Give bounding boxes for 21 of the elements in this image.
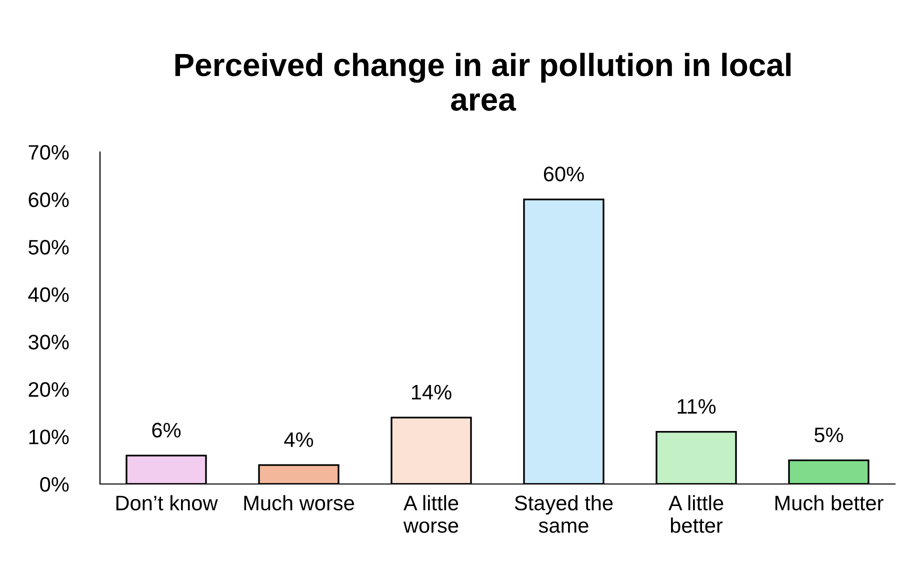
y-tick-label: 50% [28, 240, 69, 255]
data-label: 5% [814, 428, 844, 442]
x-tick-label: Much better [775, 495, 884, 510]
chart-title: Perceived change in air pollution in local area [175, 52, 791, 111]
data-label: 11% [678, 399, 716, 414]
x-tick-label: Stayed the same [514, 495, 613, 533]
x-tick-label: A little worse [403, 495, 458, 533]
y-tick-label: 60% [28, 192, 69, 208]
y-tick-label: 40% [28, 287, 69, 302]
data-label: 6% [152, 422, 181, 438]
x-tick-label: Don’t know [116, 495, 218, 510]
y-tick-label: 0% [40, 477, 69, 492]
y-tick-label: 10% [29, 430, 69, 444]
data-label: 60% [544, 166, 584, 182]
y-tick-label: 20% [28, 382, 69, 397]
data-label: 4% [284, 432, 314, 447]
data-label: 14% [412, 384, 452, 400]
x-tick-label: Much worse [244, 495, 354, 510]
y-tick-label: 70% [28, 145, 69, 160]
y-tick-label: 30% [28, 334, 69, 350]
x-tick-label: A little better [668, 495, 724, 533]
